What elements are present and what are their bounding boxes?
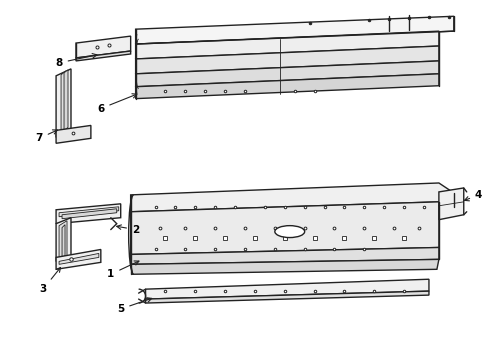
Text: 5: 5 <box>117 298 152 314</box>
Text: 1: 1 <box>107 261 139 279</box>
Text: 7: 7 <box>35 130 57 143</box>
Polygon shape <box>146 291 429 303</box>
Polygon shape <box>76 51 131 61</box>
Polygon shape <box>439 188 464 220</box>
Polygon shape <box>136 46 439 74</box>
Text: 3: 3 <box>40 267 61 294</box>
Polygon shape <box>146 279 429 299</box>
Polygon shape <box>56 249 101 269</box>
Polygon shape <box>56 218 71 261</box>
Polygon shape <box>64 70 68 130</box>
Polygon shape <box>59 253 99 264</box>
Polygon shape <box>59 221 67 260</box>
Polygon shape <box>136 31 439 59</box>
Text: 8: 8 <box>55 54 97 68</box>
Polygon shape <box>61 71 66 132</box>
Polygon shape <box>131 183 454 212</box>
Polygon shape <box>62 209 117 219</box>
Polygon shape <box>136 61 439 87</box>
Polygon shape <box>136 16 454 44</box>
Text: 6: 6 <box>97 94 137 113</box>
Text: 2: 2 <box>117 225 139 235</box>
Polygon shape <box>56 204 121 224</box>
Polygon shape <box>56 125 91 143</box>
Text: 4: 4 <box>465 190 482 201</box>
Polygon shape <box>56 69 71 137</box>
Polygon shape <box>62 225 65 258</box>
Polygon shape <box>131 247 439 264</box>
Ellipse shape <box>275 226 305 238</box>
Polygon shape <box>59 207 119 217</box>
Polygon shape <box>131 260 439 274</box>
Polygon shape <box>136 74 439 99</box>
Polygon shape <box>76 36 131 58</box>
Polygon shape <box>131 202 439 255</box>
